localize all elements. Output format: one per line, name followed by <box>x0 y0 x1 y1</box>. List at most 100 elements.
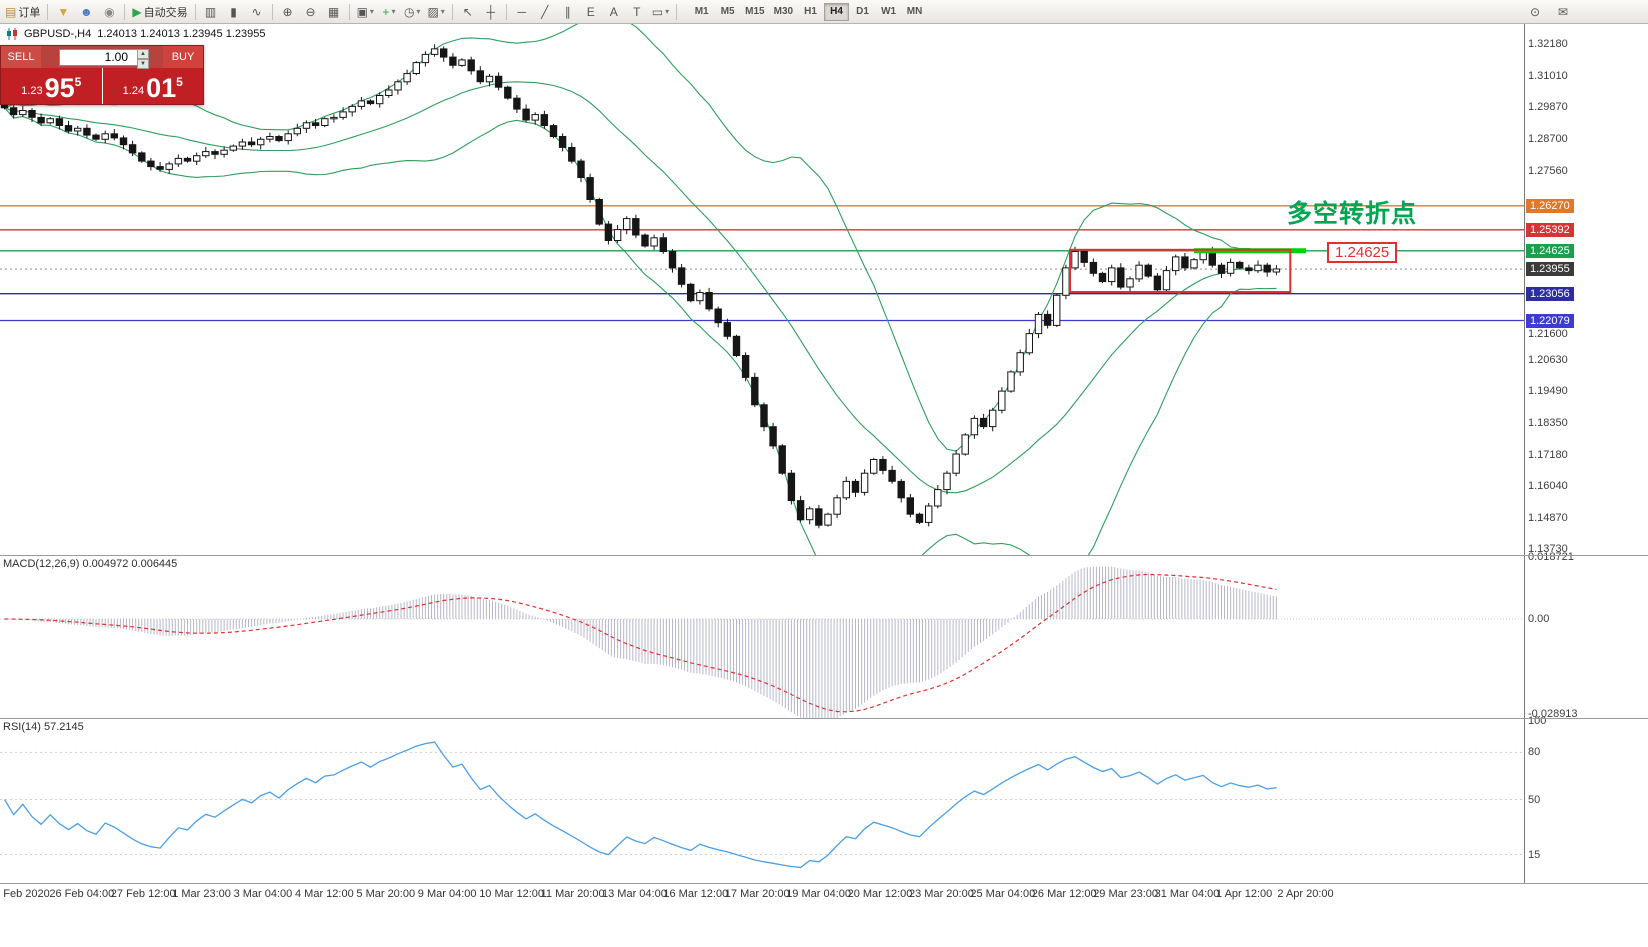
axis-tick-label: 100 <box>1528 715 1547 727</box>
fibonacci-icon[interactable]: E <box>580 2 602 22</box>
timeframe-m30-button[interactable]: M30 <box>773 6 794 17</box>
time-tick-label: 4 Mar 12:00 <box>295 888 354 900</box>
equidistant-channel-icon[interactable]: ∥ <box>557 2 579 22</box>
crosshair-icon[interactable]: ┼ <box>480 2 502 22</box>
new-order-button[interactable]: ▤ 订单 <box>2 2 43 22</box>
axis-tick-label: -0.028913 <box>1528 708 1578 721</box>
buy-price-pip: 5 <box>176 75 183 89</box>
zoom-in-icon-glyph: ⊕ <box>282 4 293 19</box>
sell-price-button[interactable]: 1.23 95 5 <box>1 68 102 104</box>
text-icon[interactable]: A <box>603 2 625 22</box>
time-tick-label: 11 Mar 20:00 <box>540 888 605 900</box>
axis-tick-label: 1.16040 <box>1528 479 1568 492</box>
volume-input[interactable] <box>59 48 145 66</box>
trendline-icon[interactable]: ╱ <box>534 2 556 22</box>
text-icon-glyph: A <box>609 4 618 19</box>
axis-tick-label: 1.18350 <box>1528 416 1568 429</box>
volume-decrease-button[interactable]: ▼ <box>137 59 149 69</box>
time-tick-label: 1 Mar 23:00 <box>172 888 231 900</box>
community-icon-glyph: ◉ <box>104 4 115 19</box>
toolbar-separator <box>47 3 49 20</box>
time-tick-label: 25 Feb 2020 <box>0 888 50 900</box>
text-label-icon[interactable]: T <box>626 2 648 22</box>
panel-separator[interactable] <box>0 555 1648 556</box>
time-tick-label: 23 Mar 20:00 <box>909 888 974 900</box>
zoom-out-icon[interactable]: ⊖ <box>300 2 322 22</box>
timeframe-m15-button[interactable]: M15 <box>745 6 765 17</box>
macd-panel-canvas[interactable] <box>0 556 1524 719</box>
panel-separator[interactable] <box>0 718 1648 719</box>
arrows-icon[interactable]: ▭ ▾ <box>649 2 672 22</box>
horizontal-line-icon[interactable]: ─ <box>511 2 533 22</box>
timeframe-w1-button[interactable]: W1 <box>881 6 897 17</box>
sell-button[interactable]: SELL <box>1 46 41 68</box>
price-axis[interactable]: 1.32180 1.31010 1.29870 1.28700 1.27560 1.216… <box>1524 24 1648 884</box>
time-tick-label: 26 Feb 04:00 <box>49 888 115 900</box>
autotrade-button-glyph: ▶ <box>132 4 142 19</box>
timeframe-mn-button[interactable]: MN <box>906 6 923 17</box>
arrows-icon-glyph: ▭ <box>651 4 664 19</box>
caret-down-icon: ▾ <box>369 7 374 16</box>
chat-icon[interactable]: ✉ <box>1552 2 1574 22</box>
crosshair-icon-glyph: ┼ <box>486 4 496 19</box>
price-marker: 1.24625 <box>1526 243 1574 258</box>
text-label-icon-glyph: T <box>633 4 641 19</box>
periods-icon[interactable]: ◷ ▾ <box>401 2 424 22</box>
toolbar-separator <box>124 3 126 20</box>
price-chart-canvas[interactable] <box>0 24 1524 556</box>
cursor-icon-glyph: ↖ <box>462 4 473 19</box>
axis-tick-label: 1.31010 <box>1528 70 1568 82</box>
buy-button[interactable]: BUY <box>163 46 203 68</box>
buy-price-button[interactable]: 1.24 01 5 <box>102 68 203 104</box>
candlestick-chart-icon[interactable]: ▮ <box>223 2 245 22</box>
zoom-in-icon[interactable]: ⊕ <box>277 2 299 22</box>
cursor-icon[interactable]: ↖ <box>457 2 479 22</box>
periods-icon-glyph: ◷ <box>403 4 415 19</box>
autotrade-button-label: 自动交易 <box>143 6 188 19</box>
indicators-icon[interactable]: + ▾ <box>378 2 400 22</box>
rsi-panel-canvas[interactable] <box>0 719 1524 884</box>
axis-tick-label: 80 <box>1528 746 1541 759</box>
search-icon[interactable]: ⊙ <box>1524 2 1546 22</box>
axis-tick-label: 1.27560 <box>1528 164 1568 177</box>
volume-increase-button[interactable]: ▲ <box>137 49 149 59</box>
sell-price-pip: 5 <box>74 75 82 89</box>
templates-icon-glyph: ▨ <box>427 4 439 19</box>
axis-tick-label: 1.19490 <box>1528 385 1568 398</box>
caret-down-icon: ▾ <box>440 7 445 16</box>
timeframe-m1-button[interactable]: M1 <box>694 6 709 17</box>
caret-down-icon: ▾ <box>391 7 396 16</box>
autotrade-button[interactable]: ▶ 自动交易 <box>129 2 190 22</box>
caret-down-icon: ▾ <box>416 7 421 16</box>
time-tick-label: 26 Mar 12:00 <box>1031 888 1097 900</box>
timeframe-h4-button[interactable]: H4 <box>824 2 850 21</box>
bar-chart-icon-glyph: ▥ <box>204 4 217 19</box>
time-tick-label: 5 Mar 20:00 <box>356 888 416 900</box>
data-window-icon[interactable]: ▼ <box>52 2 74 22</box>
bar-chart-icon[interactable]: ▥ <box>200 2 222 22</box>
tile-windows-icon[interactable]: ▦ <box>323 2 345 22</box>
axis-tick-label: 1.29870 <box>1528 101 1568 114</box>
axis-tick-label: 15 <box>1528 848 1541 861</box>
timeframe-h1-button[interactable]: H1 <box>804 6 817 17</box>
templates-icon[interactable]: ▨ ▾ <box>424 2 447 22</box>
line-chart-icon[interactable]: ∿ <box>246 2 268 22</box>
axis-tick-label: 1.17180 <box>1528 448 1568 461</box>
time-tick-label: 13 Mar 04:00 <box>602 888 667 900</box>
community-icon[interactable]: ◉ <box>98 2 120 22</box>
zoom-out-icon-glyph: ⊖ <box>305 4 316 19</box>
axis-tick-label: 1.32180 <box>1528 38 1568 50</box>
timeframe-d1-button[interactable]: D1 <box>856 6 869 17</box>
price-marker: 1.26270 <box>1526 198 1574 213</box>
price-marker: 1.23955 <box>1526 262 1574 277</box>
accounts-icon[interactable]: ☻ <box>75 2 97 22</box>
axis-tick-label: 50 <box>1528 793 1541 806</box>
new-chart-icon[interactable]: ▣ ▾ <box>354 2 377 22</box>
toolbar-separator <box>348 3 350 20</box>
time-tick-label: 9 Mar 04:00 <box>417 888 477 900</box>
timeframe-m5-button[interactable]: M5 <box>720 6 735 17</box>
new-order-button-glyph: ▤ <box>5 4 17 19</box>
axis-tick-label: 1.28700 <box>1528 133 1568 146</box>
time-tick-label: 20 Mar 12:00 <box>847 888 913 900</box>
